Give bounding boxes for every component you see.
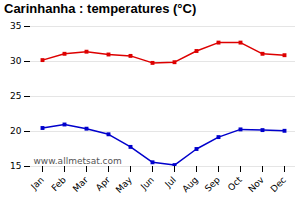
svg-text:Feb: Feb — [50, 175, 69, 194]
svg-text:Nov: Nov — [246, 174, 266, 194]
svg-text:15: 15 — [10, 161, 21, 171]
svg-text:Apr: Apr — [94, 175, 112, 193]
svg-text:20: 20 — [10, 126, 22, 136]
svg-text:25: 25 — [10, 91, 21, 101]
svg-text:Jul: Jul — [162, 175, 177, 190]
svg-text:Jun: Jun — [138, 175, 156, 193]
html-text:Carinhanha : temperatures (°C): Carinhanha : temperatures (°C) — [4, 1, 197, 16]
svg-text:Mar: Mar — [71, 174, 90, 193]
svg-text:30: 30 — [10, 56, 22, 66]
svg-text:www.allmetsat.com: www.allmetsat.com — [34, 156, 122, 166]
svg-text:Aug: Aug — [180, 175, 200, 195]
svg-text:May: May — [114, 174, 135, 195]
svg-text:Jan: Jan — [28, 175, 46, 193]
svg-text:Dec: Dec — [269, 175, 288, 194]
svg-text:Oct: Oct — [226, 174, 244, 192]
svg-text:35: 35 — [10, 21, 21, 31]
svg-text:Sep: Sep — [203, 175, 222, 194]
